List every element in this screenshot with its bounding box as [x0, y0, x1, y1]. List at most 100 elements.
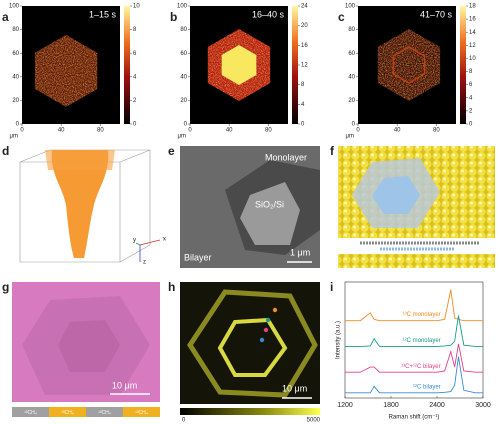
- panel-i: Raman shift (cm⁻¹) Intensity (a.u.) 1200…: [336, 281, 491, 421]
- y-tick-label: 40: [180, 74, 187, 80]
- colorbar-tick-label: 4: [469, 95, 473, 101]
- colorbar-tick-label: 14: [469, 30, 476, 36]
- flake-noise: [377, 29, 441, 101]
- colorbar-tick-label: 6: [133, 51, 137, 57]
- spot: [265, 317, 271, 323]
- y-tick-label: 40: [348, 74, 355, 80]
- time-label: 41–70 s: [420, 9, 453, 19]
- panel-g: 10 μm ¹²CH₄ ¹³CH₄ ¹²CH₄ ¹³CH₄: [12, 282, 160, 417]
- colorbar-tick-label: 16: [469, 17, 476, 23]
- spectrum: [345, 289, 483, 322]
- unit-label: μm: [346, 134, 354, 140]
- plume: [51, 150, 109, 258]
- inner-hex: [372, 176, 420, 214]
- x-tick-label: 1800: [383, 402, 399, 409]
- x-tick-label: 80: [97, 128, 104, 134]
- x-tick-label: 40: [394, 128, 401, 134]
- x-tick-label: 2400: [429, 402, 445, 409]
- label: SiO₂/Si: [255, 199, 284, 209]
- x-tick-label: 40: [58, 128, 65, 134]
- panel-h: 10 μm 0 5000: [180, 282, 321, 424]
- colorbar-tick-label: 8: [469, 69, 473, 75]
- spot: [272, 307, 278, 313]
- y-tick-label: 60: [12, 51, 19, 57]
- unit-label: μm: [178, 134, 186, 140]
- panel-label: b: [170, 10, 177, 24]
- substrate-region: [240, 182, 300, 245]
- spectrum: [345, 315, 483, 347]
- panel-label: d: [2, 144, 9, 158]
- time-label: 16–40 s: [252, 9, 285, 19]
- label: Bilayer: [184, 252, 212, 262]
- scale-label: 1 μm: [290, 247, 310, 257]
- colorbar-tick-label: 0: [469, 122, 473, 128]
- panel-labels: a b c d e f g h i: [2, 10, 345, 294]
- y-tick-label: 0: [184, 122, 188, 128]
- label: Monolayer: [265, 152, 307, 162]
- axis-label: y: [133, 238, 136, 244]
- plot-frame: [344, 281, 484, 399]
- sequence-label: ¹²CH₄: [98, 410, 111, 416]
- colorbar-tick-label: 24: [301, 4, 308, 10]
- substrate: [338, 254, 495, 268]
- colorbar-tick-label: 8: [301, 82, 305, 88]
- colorbar: [124, 6, 130, 124]
- y-tick-label: 60: [348, 51, 355, 57]
- x-tick-label: 80: [433, 128, 440, 134]
- panel-label: g: [2, 280, 9, 294]
- y-tick-label: 100: [9, 4, 20, 10]
- legend-label: ¹²C monolayer: [403, 338, 441, 344]
- legend-label: ¹³C+¹²C bilayer: [401, 364, 441, 370]
- axis-y: [135, 242, 141, 246]
- colorbar-tick-label: 2: [133, 98, 137, 104]
- y-tick-label: 40: [12, 74, 19, 80]
- panel-d: x y z: [10, 149, 166, 266]
- sequence-label: ¹³CH₄: [135, 410, 148, 416]
- hex-inner: [58, 320, 120, 372]
- colorbar: [180, 408, 320, 415]
- sequence-label: ¹³CH₄: [61, 410, 74, 416]
- x-tick-label: 40: [226, 128, 233, 134]
- y-tick-label: 0: [352, 122, 356, 128]
- colorbar-tick-label: 6: [469, 82, 473, 88]
- sequence-label: ¹²CH₄: [24, 410, 37, 416]
- y-tick-label: 80: [180, 27, 187, 33]
- scale-label: 10 μm: [112, 380, 137, 390]
- axis-label: x: [163, 237, 166, 243]
- y-tick-label: 20: [180, 98, 187, 104]
- colorbar: [292, 6, 298, 124]
- colorbar-tick-label: 0: [133, 122, 137, 128]
- x-tick-label: 1200: [337, 402, 353, 409]
- colorbar-tick-label: 4: [133, 74, 137, 80]
- legend-label: ¹²C bilayer: [413, 384, 441, 390]
- y-axis-label: Intensity (a.u.): [336, 321, 342, 359]
- colorbar-tick-label: 12: [469, 43, 476, 49]
- y-tick-label: 20: [348, 98, 355, 104]
- panel-label: f: [330, 144, 335, 158]
- gas-sequence: ¹²CH₄ ¹³CH₄ ¹²CH₄ ¹³CH₄: [12, 407, 160, 417]
- spot: [259, 337, 265, 343]
- hex-edge: [187, 289, 318, 398]
- sequence-segment: [49, 407, 86, 417]
- colorbar-label: 5000: [307, 418, 321, 424]
- sequence-segment: [123, 407, 160, 417]
- panel-e: Monolayer SiO₂/Si Bilayer 1 μm: [180, 146, 320, 268]
- plume-top: [45, 150, 115, 170]
- spectrum: [345, 343, 483, 373]
- colorbar-tick-label: 18: [469, 4, 476, 10]
- core-edge: [392, 46, 426, 84]
- x-tick-label: 0: [356, 128, 360, 134]
- flake-noise: [34, 34, 98, 107]
- y-tick-label: 60: [180, 51, 187, 57]
- spot: [263, 327, 269, 333]
- colorbar-tick-label: 0: [301, 122, 305, 128]
- scale-label: 10 μm: [282, 383, 307, 393]
- colorbar: [460, 6, 466, 124]
- x-tick-label: 80: [265, 128, 272, 134]
- axis-label: z: [143, 260, 146, 266]
- x-tick-label: 0: [188, 128, 192, 134]
- y-tick-label: 100: [345, 4, 356, 10]
- core: [221, 45, 257, 85]
- raman-map: [180, 282, 320, 404]
